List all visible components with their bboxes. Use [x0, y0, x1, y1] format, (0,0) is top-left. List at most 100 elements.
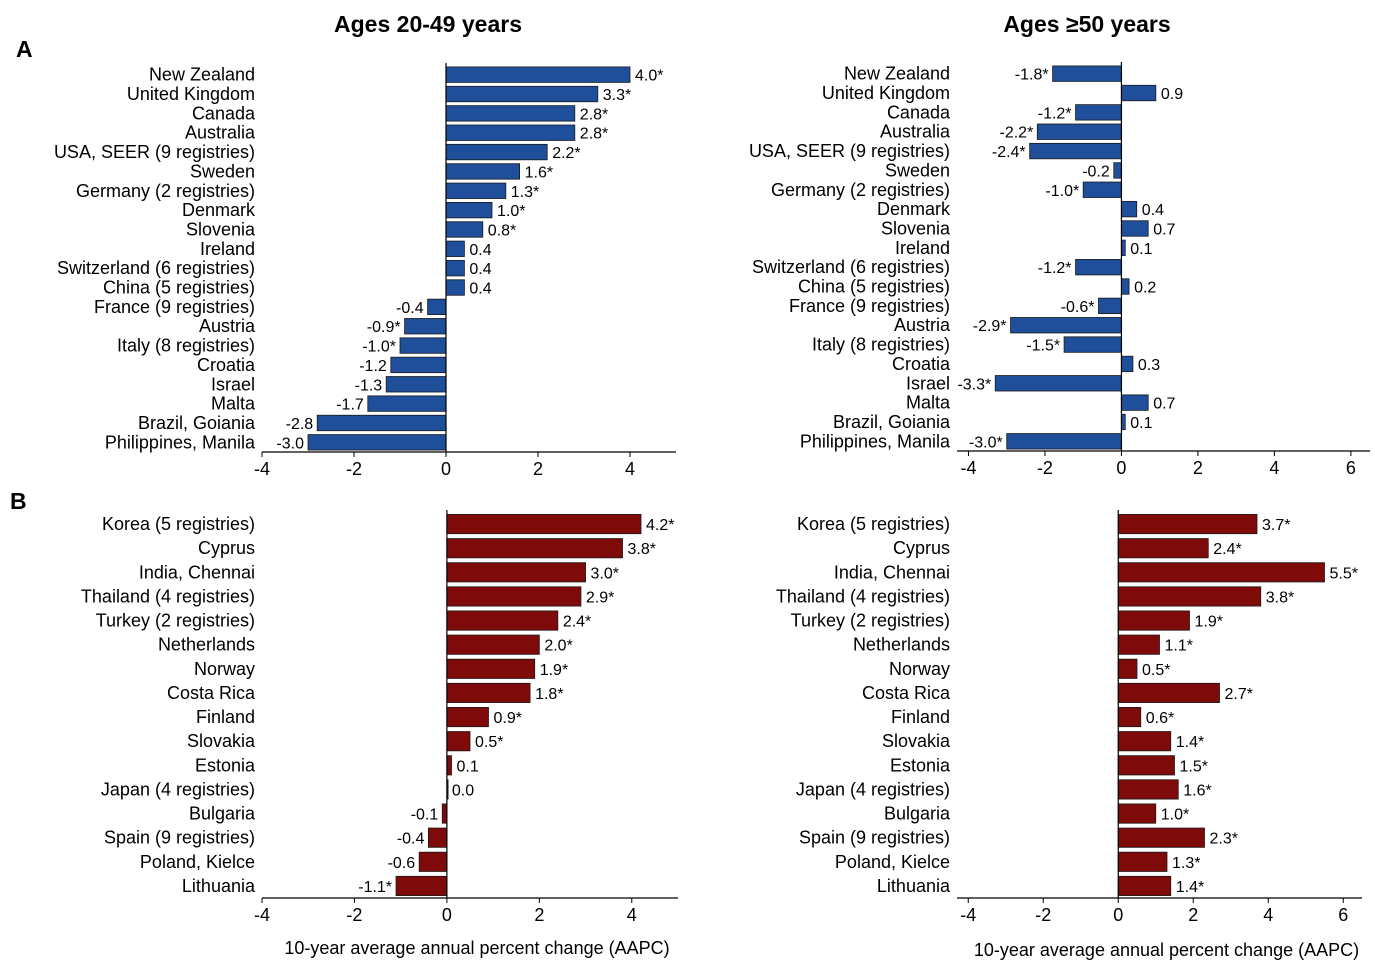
- bar: [1117, 658, 1138, 679]
- bar: [445, 105, 576, 122]
- bar: [1063, 336, 1122, 353]
- bar: [441, 803, 448, 824]
- data-label: 0.2: [1134, 280, 1156, 297]
- bar: [446, 755, 452, 776]
- category-label: Denmark: [877, 199, 951, 219]
- panel-letter-b: B: [10, 488, 27, 514]
- bar: [1117, 562, 1325, 583]
- data-label: -2.8: [286, 416, 314, 433]
- data-label: 0.4: [469, 261, 491, 278]
- x-tick-label: 6: [1338, 905, 1348, 925]
- bar: [1052, 65, 1122, 82]
- category-label: Canada: [887, 102, 951, 122]
- data-label: -2.4*: [992, 144, 1026, 161]
- category-label: Netherlands: [853, 635, 950, 655]
- bar: [404, 318, 447, 335]
- bar: [395, 875, 448, 896]
- category-label: France (9 registries): [789, 296, 950, 316]
- data-label: -2.2*: [1000, 125, 1034, 142]
- bar: [446, 562, 586, 583]
- data-label: 0.9*: [493, 710, 521, 727]
- x-tick-label: 2: [534, 905, 544, 925]
- data-label: 0.1: [1130, 241, 1152, 258]
- category-label: Cyprus: [198, 538, 255, 558]
- data-label: 0.7: [1153, 396, 1175, 413]
- category-label: Switzerland (6 registries): [57, 258, 255, 278]
- bar: [1117, 538, 1209, 559]
- category-label: Switzerland (6 registries): [752, 257, 950, 277]
- data-label: -0.4: [396, 300, 424, 317]
- data-label: 4.2*: [646, 517, 674, 534]
- data-label: 3.7*: [1262, 517, 1290, 534]
- bar: [446, 658, 536, 679]
- bar: [446, 538, 623, 559]
- x-tick-label: -4: [960, 458, 976, 478]
- bar: [446, 586, 582, 607]
- category-label: Finland: [196, 707, 255, 727]
- category-label: India, Chennai: [834, 562, 950, 582]
- bar: [445, 279, 465, 296]
- category-label: Slovenia: [186, 219, 256, 239]
- data-label: -0.6*: [1061, 299, 1095, 316]
- x-tick-label: 0: [1116, 458, 1126, 478]
- x-tick-label: -4: [254, 905, 270, 925]
- category-label: Cyprus: [893, 538, 950, 558]
- chart-a-right: New Zealand -1.8* United Kingdom 0.9 Canada -…: [749, 62, 1370, 478]
- bar: [1117, 634, 1160, 655]
- data-label: 0.1: [457, 758, 479, 775]
- category-label: Spain (9 registries): [104, 828, 255, 848]
- bar: [1036, 123, 1122, 140]
- category-label: Denmark: [182, 200, 256, 220]
- bar: [1075, 259, 1122, 276]
- data-label: 0.8*: [488, 222, 516, 239]
- category-label: Bulgaria: [189, 804, 256, 824]
- category-label: Sweden: [885, 160, 950, 180]
- x-tick-label: -2: [346, 905, 362, 925]
- bar: [1117, 803, 1157, 824]
- bar: [445, 163, 520, 180]
- category-label: Estonia: [890, 755, 951, 775]
- bar: [1029, 142, 1122, 160]
- bar: [307, 434, 447, 451]
- x-tick-label: 2: [1193, 458, 1203, 478]
- data-label: 0.0: [452, 782, 474, 799]
- data-label: 2.8*: [580, 106, 608, 123]
- data-label: -3.3*: [957, 376, 991, 393]
- chart-a-left: New Zealand 4.0* United Kingdom 3.3* Canada 2…: [54, 63, 676, 479]
- x-tick-label: 0: [1113, 905, 1123, 925]
- data-label: -1.8*: [1015, 67, 1049, 84]
- data-label: 3.8*: [628, 541, 656, 558]
- category-label: United Kingdom: [822, 83, 950, 103]
- category-label: New Zealand: [844, 64, 950, 84]
- data-label: 1.5*: [1180, 758, 1208, 775]
- column-title-right: Ages ≥50 years: [1003, 11, 1170, 37]
- category-label: Costa Rica: [167, 683, 256, 703]
- chart-b-left: Korea (5 registries) 4.2* Cyprus 3.8* India,…: [81, 510, 678, 958]
- bar: [1010, 317, 1122, 334]
- bar: [446, 682, 531, 703]
- data-label: -1.2: [359, 358, 387, 375]
- bar: [367, 395, 447, 412]
- data-label: 1.6*: [525, 164, 553, 181]
- x-tick-label: 6: [1346, 458, 1356, 478]
- data-label: -1.3: [355, 377, 383, 394]
- data-label: 1.3*: [1172, 855, 1200, 872]
- bar: [1117, 875, 1172, 896]
- data-label: -0.2: [1082, 163, 1110, 180]
- category-label: Ireland: [200, 239, 255, 259]
- chart-b-right: Korea (5 registries) 3.7* Cyprus 2.4* India,…: [776, 510, 1362, 960]
- data-label: -0.9*: [367, 319, 401, 336]
- category-label: Germany (2 registries): [76, 181, 255, 201]
- data-label: 2.4*: [1213, 541, 1241, 558]
- bar: [445, 221, 484, 238]
- category-label: Netherlands: [158, 635, 255, 655]
- category-label: Malta: [906, 393, 951, 413]
- data-label: -1.7: [336, 397, 364, 414]
- data-label: 0.3: [1138, 357, 1160, 374]
- data-label: 0.9: [1161, 86, 1183, 103]
- category-label: Croatia: [197, 355, 256, 375]
- category-label: Canada: [192, 103, 256, 123]
- category-label: USA, SEER (9 registries): [749, 141, 950, 161]
- category-label: New Zealand: [149, 65, 255, 85]
- data-label: 1.4*: [1176, 879, 1204, 896]
